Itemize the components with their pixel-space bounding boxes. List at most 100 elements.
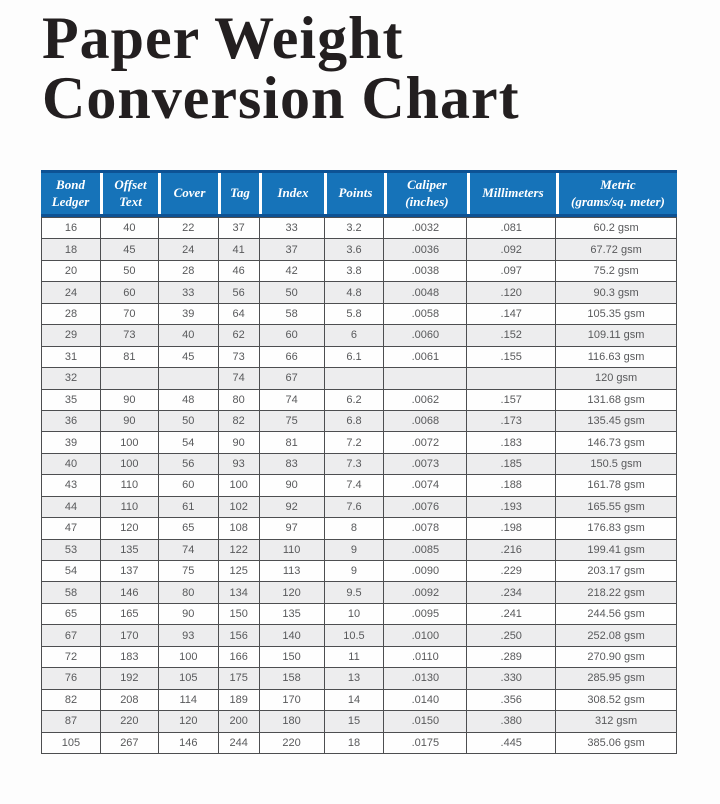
table-cell-metric: 116.63 gsm xyxy=(555,345,677,369)
table-cell-millimeters: .229 xyxy=(466,559,557,583)
table-cell-points: 6.2 xyxy=(323,388,385,411)
table-cell-metric: 135.45 gsm xyxy=(555,409,677,433)
table-cell-index: 220 xyxy=(258,731,325,754)
header-cell-millimeters: Millimeters xyxy=(466,173,556,214)
table-cell-points: 7.4 xyxy=(323,474,385,497)
table-cell-caliper: .0090 xyxy=(383,559,468,583)
table-row: 65 165 90 150 135 10.0095.241 244.56 gsm xyxy=(41,602,677,626)
header-label-line: Tag xyxy=(230,185,250,201)
table-cell-points: 7.6 xyxy=(323,495,385,519)
header-label-line: Index xyxy=(277,185,309,201)
table-cell-millimeters xyxy=(466,367,557,390)
table-cell-points: 7.2 xyxy=(323,431,385,454)
paper-weight-conversion-table: Bond Ledger Offset Text Cover Tag Index Points C… xyxy=(41,170,677,754)
table-cell-bond-ledger: 87 xyxy=(41,710,101,733)
table-cell-tag: 46 xyxy=(217,259,260,283)
table-cell-index: 150 xyxy=(258,645,325,669)
table-row: 31 81 45 73 66 6.1.0061.155 116.63 gsm xyxy=(41,345,677,369)
table-cell-metric: 131.68 gsm xyxy=(555,388,677,411)
table-cell-cover xyxy=(157,367,219,390)
table-cell-bond-ledger: 32 xyxy=(41,367,101,390)
table-cell-caliper: .0092 xyxy=(383,581,468,604)
table-cell-tag: 200 xyxy=(217,710,260,733)
table-cell-points: 7.3 xyxy=(323,452,385,476)
table-cell-tag: 37 xyxy=(217,216,260,240)
table-cell-cover: 33 xyxy=(157,281,219,304)
table-cell-index: 50 xyxy=(258,281,325,304)
table-cell-metric: 385.06 gsm xyxy=(555,731,677,754)
table-cell-bond-ledger: 20 xyxy=(41,259,101,283)
table-cell-cover: 56 xyxy=(157,452,219,476)
table-cell-cover: 93 xyxy=(157,624,219,647)
header-label-line: Metric xyxy=(600,177,636,193)
table-cell-bond-ledger: 39 xyxy=(41,431,101,454)
table-cell-tag: 74 xyxy=(217,367,260,390)
table-cell-metric: 252.08 gsm xyxy=(555,624,677,647)
table-row: 67 170 93 156 140 10.5.0100.250 252.08 gsm xyxy=(41,624,677,647)
table-cell-bond-ledger: 105 xyxy=(41,731,101,754)
table-cell-caliper: .0130 xyxy=(383,667,468,690)
table-cell-caliper: .0060 xyxy=(383,324,468,347)
table-row: 36 90 50 82 75 6.8.0068.173 135.45 gsm xyxy=(41,409,677,433)
table-cell-metric: 312 gsm xyxy=(555,710,677,733)
table-cell-index: 37 xyxy=(258,238,325,261)
table-cell-caliper: .0076 xyxy=(383,495,468,519)
table-cell-metric: 105.35 gsm xyxy=(555,302,677,326)
table-cell-offset-text: 170 xyxy=(99,624,159,647)
table-cell-millimeters: .157 xyxy=(466,388,557,411)
table-row: 76 192 105 175 158 13.0130.330 285.95 gsm xyxy=(41,667,677,690)
table-cell-offset-text: 208 xyxy=(99,688,159,712)
table-cell-cover: 24 xyxy=(157,238,219,261)
header-cell-index: Index xyxy=(259,173,324,214)
table-cell-offset-text: 110 xyxy=(99,474,159,497)
table-cell-cover: 65 xyxy=(157,517,219,540)
table-header-row: Bond Ledger Offset Text Cover Tag Index Points C… xyxy=(41,170,677,217)
table-row: 16 40 22 37 33 3.2.0032.081 60.2 gsm xyxy=(41,216,677,240)
table-cell-offset-text: 146 xyxy=(99,581,159,604)
table-cell-points: 8 xyxy=(323,517,385,540)
table-cell-millimeters: .147 xyxy=(466,302,557,326)
table-row: 43 110 60 100 90 7.4.0074.188 161.78 gsm xyxy=(41,474,677,497)
table-cell-index: 42 xyxy=(258,259,325,283)
table-cell-caliper: .0175 xyxy=(383,731,468,754)
table-cell-tag: 90 xyxy=(217,431,260,454)
table-row: 44 110 61 102 92 7.6.0076.193 165.55 gsm xyxy=(41,495,677,519)
table-cell-millimeters: .380 xyxy=(466,710,557,733)
table-cell-metric: 146.73 gsm xyxy=(555,431,677,454)
table-cell-tag: 93 xyxy=(217,452,260,476)
table-row: 82 208 114 189 170 14.0140.356 308.52 gsm xyxy=(41,688,677,712)
table-cell-points: 4.8 xyxy=(323,281,385,304)
page-title-line-2: Conversion Chart xyxy=(42,65,520,131)
table-cell-points: 9 xyxy=(323,538,385,562)
table-cell-bond-ledger: 29 xyxy=(41,324,101,347)
table-cell-caliper xyxy=(383,367,468,390)
table-row: 29 73 40 62 60 6.0060.152 109.11 gsm xyxy=(41,324,677,347)
table-cell-caliper: .0058 xyxy=(383,302,468,326)
header-label-line: Millimeters xyxy=(482,185,544,201)
table-cell-cover: 100 xyxy=(157,645,219,669)
table-cell-offset-text: 73 xyxy=(99,324,159,347)
table-cell-index: 113 xyxy=(258,559,325,583)
table-row: 72 183 100 166 150 11.0110.289 270.90 gsm xyxy=(41,645,677,669)
table-cell-offset-text: 267 xyxy=(99,731,159,754)
table-cell-points: 13 xyxy=(323,667,385,690)
table-cell-cover: 45 xyxy=(157,345,219,369)
table-row: 24 60 33 56 50 4.8.0048.120 90.3 gsm xyxy=(41,281,677,304)
page-title-line-1: Paper Weight xyxy=(42,5,404,71)
table-cell-metric: 75.2 gsm xyxy=(555,259,677,283)
table-cell-caliper: .0068 xyxy=(383,409,468,433)
table-cell-index: 135 xyxy=(258,602,325,626)
header-label-line: Ledger xyxy=(51,193,90,209)
table-cell-index: 180 xyxy=(258,710,325,733)
table-cell-points xyxy=(323,367,385,390)
header-label-line: (inches) xyxy=(405,193,449,209)
table-cell-millimeters: .185 xyxy=(466,452,557,476)
table-row: 40 100 56 93 83 7.3.0073.185 150.5 gsm xyxy=(41,452,677,476)
header-label-line: Cover xyxy=(173,185,206,201)
table-cell-index: 90 xyxy=(258,474,325,497)
table-cell-tag: 56 xyxy=(217,281,260,304)
table-cell-caliper: .0074 xyxy=(383,474,468,497)
table-row: 39 100 54 90 81 7.2.0072.183 146.73 gsm xyxy=(41,431,677,454)
table-cell-cover: 22 xyxy=(157,216,219,240)
table-cell-millimeters: .234 xyxy=(466,581,557,604)
